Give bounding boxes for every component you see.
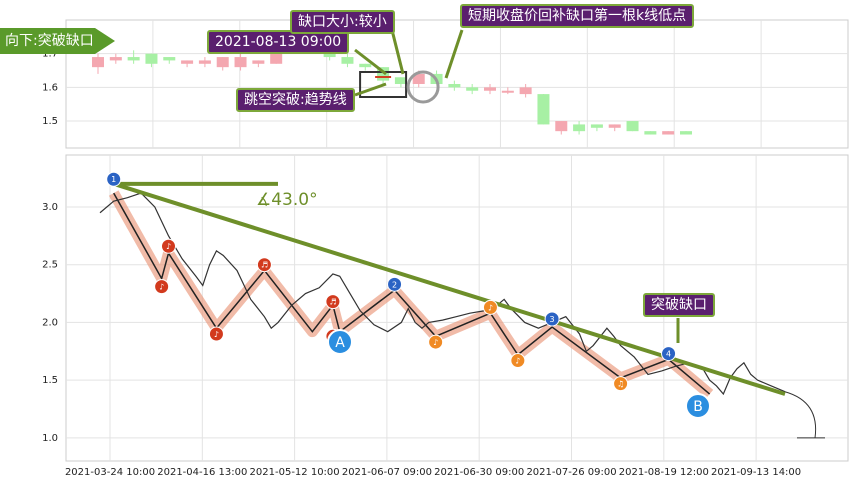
pivot-marker: [544, 311, 560, 327]
pivot-marker: [154, 279, 170, 295]
candle-body: [145, 53, 158, 64]
pivot-marker-label: ♪: [515, 357, 520, 366]
pivot-marker-label: ♪: [166, 242, 171, 251]
short-term-pointer: [444, 29, 464, 79]
candle-body: [608, 124, 621, 128]
candle-body: [484, 87, 496, 91]
candle-body: [216, 57, 229, 68]
bottom-xtick-label: 2021-09-13 14:00: [711, 467, 801, 478]
candle-body: [92, 57, 104, 68]
bottom-xtick-label: 2021-08-19 12:00: [619, 467, 709, 478]
pivot-marker-label: 1: [111, 175, 116, 184]
candle-body: [662, 131, 675, 135]
candle-body: [680, 131, 692, 135]
bottom-xtick-label: 2021-06-30 09:00: [434, 467, 524, 478]
pivot-marker: [256, 257, 272, 273]
candle-body: [644, 131, 657, 135]
gap-size-pointer: [390, 29, 405, 75]
candle-body: [537, 94, 550, 125]
pivot-marker-label: 2: [392, 280, 397, 289]
bottom-xtick-label: 2021-07-26 09:00: [526, 467, 616, 478]
candle-body: [412, 73, 425, 84]
top-ytick-label: 1.6: [42, 82, 58, 93]
pivot-marker: [510, 353, 526, 369]
pivot-marker: [387, 276, 403, 292]
candle-body: [341, 57, 354, 64]
pivot-marker-label: 3: [550, 315, 555, 324]
pivot-marker: [661, 346, 677, 362]
bottom-ytick-label: 1.5: [42, 375, 58, 386]
pivot-marker: [106, 171, 122, 187]
bottom-xtick-label: 2021-05-12 10:00: [250, 467, 340, 478]
pivot-marker: [613, 376, 629, 392]
pattern-point-point_b: [685, 393, 711, 419]
gap-fill-circle: [406, 70, 440, 104]
pivot-marker: [161, 238, 176, 254]
candle-body: [394, 77, 407, 84]
pattern-point-label: B: [693, 399, 703, 415]
breakout-annotation: 跳空突破:趋势线: [236, 88, 355, 112]
candle-body: [555, 121, 568, 132]
bottom-xtick-label: 2021-04-16 13:00: [157, 467, 247, 478]
pivot-marker-label: ♬: [329, 298, 336, 307]
candle-body: [466, 87, 479, 91]
pivot-marker-label: ♬: [261, 261, 268, 270]
pivot-marker: [208, 326, 224, 342]
trend-angle-label: ∡43.0°: [256, 190, 318, 210]
direction-label: 向下:突破缺口: [5, 33, 94, 49]
direction-arrow: [0, 28, 115, 54]
pivot-marker-label: 4: [666, 350, 671, 359]
short-term-annotation: 短期收盘价回补缺口第一根k线低点: [460, 4, 695, 28]
candle-body: [163, 57, 176, 61]
candle-body: [234, 57, 247, 68]
line-panel: 1.0 1.5 2.0 2.5 3.0 2021-03-24 10:00 2021-04-1…: [42, 154, 849, 478]
datetime-annotation: 2021-08-13 09:00: [207, 30, 350, 54]
candle-body: [501, 90, 514, 93]
projection-arc: [784, 391, 817, 438]
pattern-point-label: A: [335, 335, 345, 351]
pivot-marker: [325, 294, 341, 310]
candle-body: [181, 60, 194, 64]
candle-body: [198, 60, 211, 64]
pivot-marker: [428, 334, 444, 350]
gap-size-annotation: 缺口大小:较小: [290, 10, 395, 34]
candle-body: [519, 87, 532, 95]
pivot-marker-label: ♪: [488, 303, 493, 312]
pattern-point-point_a: [327, 329, 353, 355]
candle-body: [252, 60, 265, 64]
pivot-marker-label: ♫: [617, 380, 624, 389]
pivot-marker: [482, 299, 498, 315]
candle-body: [448, 84, 461, 88]
bottom-xtick-label: 2021-03-24 10:00: [65, 467, 155, 478]
breakout-pointer: [354, 82, 387, 97]
breakout-gap-annotation: 突破缺口: [643, 293, 715, 317]
bottom-ytick-label: 3.0: [42, 202, 58, 213]
candlestick-panel: 1.5 1.6 1.7: [42, 19, 849, 149]
candle-body: [626, 121, 639, 132]
bottom-xtick-label: 2021-06-07 09:00: [342, 467, 432, 478]
top-ytick-label: 1.7: [42, 49, 58, 60]
pivot-marker-label: ♪: [433, 338, 438, 347]
pivot-marker-label: ♪: [214, 330, 219, 339]
candle-body: [590, 124, 603, 128]
candle-body: [109, 57, 122, 61]
bottom-plot-frame: [65, 154, 849, 462]
bottom-ytick-label: 2.5: [42, 260, 58, 271]
zigzag-line: [113, 192, 711, 395]
candle-body: [359, 63, 372, 68]
candle-body: [127, 57, 140, 61]
bottom-ytick-label: 2.0: [42, 317, 58, 328]
top-ytick-label: 1.5: [42, 116, 58, 127]
datetime-pointer: [354, 48, 387, 76]
candle-body: [573, 124, 586, 132]
bottom-ytick-label: 1.0: [42, 433, 58, 444]
pivot-marker-label: ♪: [159, 283, 164, 292]
